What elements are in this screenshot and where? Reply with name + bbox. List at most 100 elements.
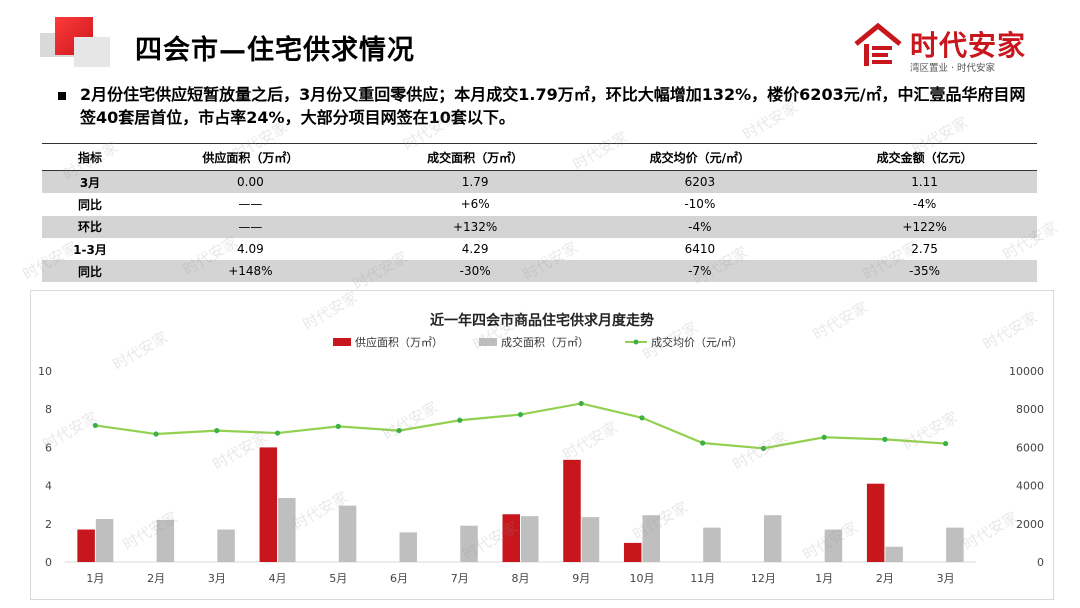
table-cell: -10% <box>684 197 716 212</box>
table-cell: 3月 <box>42 170 138 194</box>
chart-container: 近一年四会市商品住宅供求月度走势 供应面积（万㎡） 成交面积（万㎡） 成交均价（元/㎡… <box>30 290 1054 600</box>
x-tick-label: 12月 <box>751 572 776 585</box>
point-price <box>760 445 767 451</box>
y-left-tick-label: 0 <box>45 556 52 569</box>
point-price <box>882 436 888 442</box>
y-left-tick-label: 2 <box>45 518 52 531</box>
x-tick-label: 1月 <box>86 572 104 585</box>
table-cell: +132% <box>362 215 588 238</box>
x-tick-label: 3月 <box>208 572 226 585</box>
point-price <box>396 427 402 434</box>
logo-text: 时代安家 <box>910 29 1027 62</box>
x-tick-label: 6月 <box>390 572 408 585</box>
x-tick-label: 1月 <box>815 572 833 585</box>
table-cell: -4% <box>912 197 937 212</box>
bar-deal <box>399 532 418 562</box>
bar-deal <box>460 525 478 562</box>
legend-label: 供应面积（万㎡） <box>355 335 443 349</box>
y-right-tick-label: 0 <box>1037 556 1044 569</box>
x-tick-label: 8月 <box>512 572 530 585</box>
point-price <box>335 423 341 429</box>
y-left-tick-label: 8 <box>45 403 52 416</box>
y-right-tick-label: 8000 <box>1016 403 1044 416</box>
table-header: 成交均价（元/㎡） <box>587 143 813 171</box>
point-price <box>274 430 281 436</box>
table-cell: 4.09 <box>237 242 264 257</box>
table-cell: 同比 <box>42 260 138 283</box>
table-cell: 6410 <box>684 242 716 257</box>
house-logo-icon <box>854 22 902 66</box>
table-cell: 2.75 <box>911 242 938 257</box>
y-right-tick-label: 6000 <box>1016 441 1044 454</box>
table-header-row: 指标 供应面积（万㎡） 成交面积（万㎡） 成交均价（元/㎡） 成交金额（亿元） <box>42 143 1037 171</box>
table-cell: +6% <box>460 197 490 212</box>
y-left-tick-label: 10 <box>38 365 52 378</box>
y-right-tick-label: 10000 <box>1009 365 1044 378</box>
bar-deal <box>95 519 114 562</box>
bar-supply <box>502 514 520 562</box>
point-price <box>821 434 827 440</box>
x-tick-label: 7月 <box>451 572 469 585</box>
table-header: 指标 <box>42 143 138 171</box>
bar-supply <box>259 447 278 562</box>
table-header: 供应面积（万㎡） <box>137 143 363 171</box>
point-price <box>214 427 220 434</box>
bar-deal <box>703 527 721 562</box>
bar-deal <box>885 546 903 562</box>
table-cell: —— <box>238 197 263 212</box>
legend-label: 成交均价（元/㎡） <box>651 335 743 349</box>
page-title: 四会市—住宅供求情况 <box>135 35 415 66</box>
y-left-tick-label: 4 <box>45 480 52 493</box>
table-cell: 1.79 <box>362 170 588 194</box>
point-price <box>639 415 645 421</box>
x-tick-label: 10月 <box>629 572 654 585</box>
point-price <box>578 400 584 407</box>
point-price <box>517 411 524 418</box>
x-tick-label: 9月 <box>572 572 590 585</box>
stats-table: 指标 供应面积（万㎡） 成交面积（万㎡） 成交均价（元/㎡） 成交金额（亿元） … <box>42 143 1037 283</box>
table-cell: 0.00 <box>137 170 363 194</box>
bar-supply <box>77 529 95 562</box>
table-row: 同比 +148% -30% -7% -35% <box>42 260 1037 283</box>
table-row: 3月 0.00 1.79 6203 1.11 <box>42 170 1037 194</box>
x-tick-label: 2月 <box>147 572 165 585</box>
bar-deal <box>278 498 296 562</box>
brand-logo: 时代安家 湾区置业 · 时代安家 <box>852 20 1052 76</box>
table-row: 同比 —— +6% -10% -4% <box>42 193 1037 215</box>
table-cell: 环比 <box>42 215 138 238</box>
table-cell: -30% <box>362 260 588 283</box>
table-cell: -4% <box>587 215 813 238</box>
table-row: 环比 —— +132% -4% +122% <box>42 215 1037 238</box>
legend-marker-price <box>633 339 639 345</box>
table-cell: —— <box>137 215 363 238</box>
point-price <box>943 440 949 447</box>
point-price <box>457 417 463 423</box>
table-cell: -35% <box>812 260 1037 283</box>
x-tick-label: 11月 <box>690 572 715 585</box>
table-cell: 1-3月 <box>73 242 107 257</box>
bar-deal <box>824 529 843 562</box>
table-cell: +122% <box>812 215 1037 238</box>
y-right-tick-label: 2000 <box>1016 518 1044 531</box>
x-tick-label: 5月 <box>329 572 347 585</box>
bar-deal <box>338 505 357 562</box>
x-tick-label: 3月 <box>937 572 955 585</box>
x-tick-label: 2月 <box>876 572 894 585</box>
x-tick-label: 4月 <box>269 572 287 585</box>
point-price <box>153 431 159 437</box>
summary-text: 2月份住宅供应短暂放量之后，3月份又重回零供应；本月成交1.79万㎡，环比大幅增… <box>80 85 1026 127</box>
decor-square-light <box>74 37 110 67</box>
table-cell: 同比 <box>77 197 102 212</box>
bar-supply <box>563 459 581 562</box>
legend-swatch-deal <box>479 338 497 346</box>
line-price <box>95 402 946 450</box>
bar-deal <box>156 519 175 562</box>
table-header: 成交面积（万㎡） <box>362 143 588 171</box>
y-left-tick-label: 6 <box>45 441 52 454</box>
bar-deal <box>581 517 600 562</box>
table-cell: 6203 <box>587 170 813 194</box>
table-cell: +148% <box>137 260 363 283</box>
table-row: 1-3月 4.09 4.29 6410 2.75 <box>42 238 1037 260</box>
bar-deal <box>642 515 660 562</box>
